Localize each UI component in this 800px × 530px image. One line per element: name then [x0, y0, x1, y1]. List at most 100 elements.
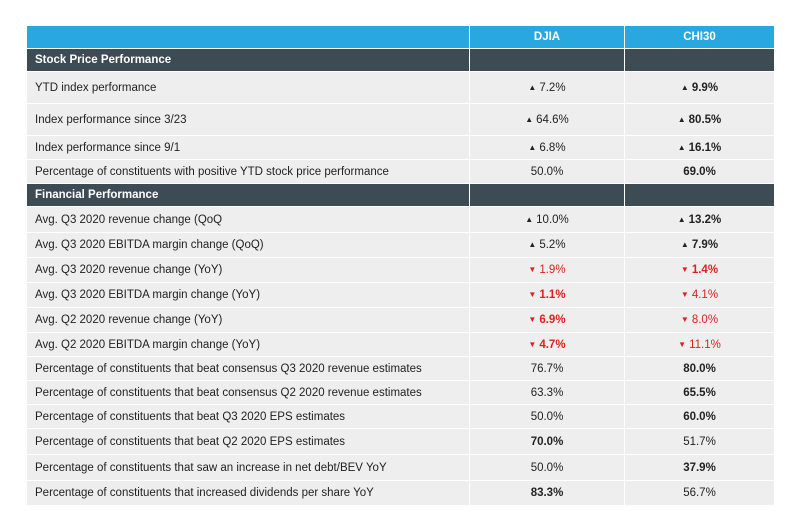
- table-row: Percentage of constituents that beat con…: [27, 381, 774, 405]
- table-row: Percentage of constituents that beat con…: [27, 357, 774, 381]
- djia-value-cell: ▲ 6.8%: [469, 136, 624, 160]
- table-row: YTD index performance ▲ 7.2% ▲ 9.9%: [27, 72, 774, 104]
- header-row: DJIA CHI30: [27, 26, 774, 49]
- chi30-value-cell: ▼ 11.1%: [624, 333, 774, 357]
- cell-value: 1.9%: [539, 264, 566, 276]
- chi30-value-cell: 37.9%: [624, 455, 774, 481]
- cell-value: 50.0%: [530, 165, 564, 178]
- arrow-down-icon: ▼: [678, 339, 687, 349]
- cell-value: 70.0%: [530, 435, 564, 448]
- cell-value: 7.2%: [539, 81, 566, 94]
- arrow-down-icon: ▼: [528, 265, 537, 274]
- cell-value: 50.0%: [530, 410, 564, 423]
- row-label: Avg. Q3 2020 revenue change (YoY): [27, 258, 469, 283]
- chi30-value-cell: 56.7%: [624, 481, 774, 506]
- section-blank-cell: [469, 184, 624, 207]
- cell-value: 60.0%: [683, 410, 716, 423]
- row-label: Percentage of constituents that beat con…: [27, 357, 469, 381]
- header-blank-cell: [27, 26, 469, 49]
- arrow-down-icon: ▼: [680, 290, 689, 299]
- djia-value-cell: 70.0%: [469, 429, 624, 455]
- cell-value: 80.0%: [683, 362, 716, 375]
- chi30-value-cell: ▼ 4.1%: [624, 283, 774, 308]
- cell-value: 64.6%: [536, 113, 569, 126]
- row-label: Avg. Q2 2020 EBITDA margin change (YoY): [27, 333, 469, 357]
- djia-value-cell: ▼ 1.9%: [469, 258, 624, 283]
- djia-value-cell: ▲ 5.2%: [469, 233, 624, 258]
- section-blank-cell: [624, 49, 774, 72]
- arrow-up-icon: ▲: [528, 82, 537, 92]
- arrow-down-icon: ▼: [680, 315, 689, 324]
- djia-value-cell: ▲ 7.2%: [469, 72, 624, 104]
- chi30-value-cell: ▲ 7.9%: [624, 233, 774, 258]
- table-row: Percentage of constituents that increase…: [27, 481, 774, 506]
- arrow-down-icon: ▼: [680, 265, 689, 274]
- table-row: Avg. Q3 2020 revenue change (QoQ ▲ 10.0% ▲ 1…: [27, 207, 774, 233]
- table-row: Avg. Q2 2020 EBITDA margin change (YoY) ▼…: [27, 333, 774, 357]
- arrow-up-icon: ▲: [680, 240, 689, 249]
- table-row: Avg. Q3 2020 EBITDA margin change (YoY) ▼…: [27, 283, 774, 308]
- arrow-down-icon: ▼: [528, 315, 537, 324]
- table-row: Index performance since 9/1 ▲ 6.8% ▲ 16.1%: [27, 136, 774, 160]
- arrow-up-icon: ▲: [677, 114, 686, 124]
- cell-value: 16.1%: [688, 141, 722, 154]
- cell-value: 11.1%: [689, 338, 721, 351]
- table-row: Avg. Q3 2020 revenue change (YoY) ▼ 1.9% ▼ 1…: [27, 258, 774, 283]
- chi30-value-cell: ▼ 1.4%: [624, 258, 774, 283]
- chi30-value-cell: ▲ 80.5%: [624, 104, 774, 136]
- row-label: Index performance since 3/23: [27, 104, 469, 136]
- table-row: Avg. Q2 2020 revenue change (YoY) ▼ 6.9% ▼ 8…: [27, 308, 774, 333]
- cell-value: 4.7%: [539, 338, 566, 351]
- djia-value-cell: 83.3%: [469, 481, 624, 506]
- row-label: Percentage of constituents that beat Q2 …: [27, 429, 469, 455]
- cell-value: 76.7%: [530, 362, 564, 375]
- arrow-up-icon: ▲: [677, 214, 686, 224]
- section-title: Stock Price Performance: [27, 49, 469, 72]
- arrow-up-icon: ▲: [525, 114, 534, 124]
- cell-value: 63.3%: [530, 386, 564, 399]
- arrow-up-icon: ▲: [677, 142, 686, 152]
- cell-value: 83.3%: [530, 487, 564, 499]
- djia-value-cell: ▲ 10.0%: [469, 207, 624, 233]
- chi30-value-cell: 60.0%: [624, 405, 774, 429]
- chi30-value-cell: ▲ 16.1%: [624, 136, 774, 160]
- section-header-row: Financial Performance: [27, 184, 774, 207]
- row-label: YTD index performance: [27, 72, 469, 104]
- arrow-down-icon: ▼: [528, 290, 537, 299]
- cell-value: 1.4%: [691, 264, 719, 276]
- cell-value: 8.0%: [691, 314, 719, 326]
- djia-value-cell: 76.7%: [469, 357, 624, 381]
- arrow-up-icon: ▲: [680, 82, 689, 92]
- column-header-djia: DJIA: [469, 26, 624, 49]
- arrow-down-icon: ▼: [528, 339, 537, 349]
- cell-value: 56.7%: [683, 487, 716, 499]
- cell-value: 4.1%: [691, 289, 719, 301]
- djia-value-cell: ▲ 64.6%: [469, 104, 624, 136]
- arrow-up-icon: ▲: [525, 214, 534, 224]
- djia-value-cell: 50.0%: [469, 405, 624, 429]
- chi30-value-cell: 65.5%: [624, 381, 774, 405]
- row-label: Avg. Q3 2020 EBITDA margin change (QoQ): [27, 233, 469, 258]
- cell-value: 10.0%: [536, 213, 569, 226]
- djia-value-cell: 50.0%: [469, 455, 624, 481]
- column-header-chi30: CHI30: [624, 26, 774, 49]
- table-row: Percentage of constituents that saw an i…: [27, 455, 774, 481]
- section-blank-cell: [469, 49, 624, 72]
- row-label: Percentage of constituents that increase…: [27, 481, 469, 506]
- cell-value: 7.9%: [691, 239, 719, 251]
- cell-value: 6.9%: [539, 314, 566, 326]
- cell-value: 80.5%: [688, 113, 722, 126]
- row-label: Avg. Q2 2020 revenue change (YoY): [27, 308, 469, 333]
- cell-value: 37.9%: [683, 461, 716, 474]
- chi30-value-cell: ▲ 9.9%: [624, 72, 774, 104]
- cell-value: 1.1%: [539, 289, 566, 301]
- chi30-value-cell: ▼ 8.0%: [624, 308, 774, 333]
- row-label: Percentage of constituents that saw an i…: [27, 455, 469, 481]
- cell-value: 13.2%: [688, 213, 722, 226]
- table-row: Percentage of constituents with positive…: [27, 160, 774, 184]
- chi30-value-cell: 69.0%: [624, 160, 774, 184]
- arrow-up-icon: ▲: [528, 142, 537, 152]
- cell-value: 69.0%: [683, 165, 716, 178]
- cell-value: 51.7%: [683, 435, 716, 448]
- djia-value-cell: ▼ 6.9%: [469, 308, 624, 333]
